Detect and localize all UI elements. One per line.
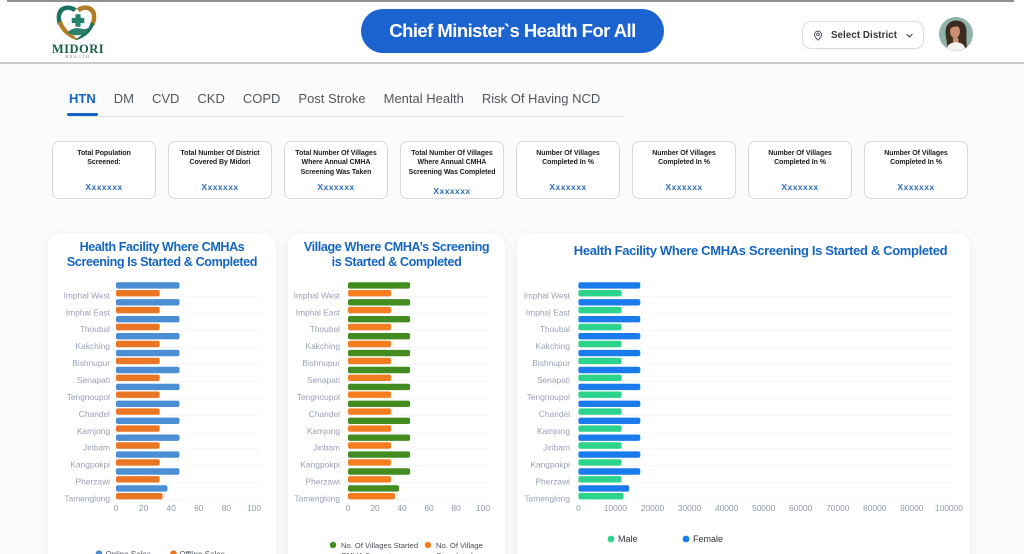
svg-text:Kakching: Kakching	[76, 341, 111, 351]
svg-text:CMHA Screening: CMHA Screening	[341, 551, 399, 554]
svg-text:Kangpokpi: Kangpokpi	[300, 460, 340, 470]
svg-text:70000: 70000	[826, 503, 850, 513]
svg-text:Imphal West: Imphal West	[524, 290, 571, 300]
svg-text:Completed: Completed	[436, 551, 473, 554]
svg-text:No. Of Villages Started: No. Of Villages Started	[341, 541, 418, 550]
svg-text:90000: 90000	[900, 503, 924, 513]
svg-text:10000: 10000	[604, 503, 628, 513]
svg-text:Kakching: Kakching	[536, 341, 571, 351]
svg-text:80: 80	[451, 503, 461, 513]
svg-text:100000: 100000	[935, 503, 963, 513]
svg-text:50000: 50000	[752, 503, 776, 513]
svg-text:Bishnupur: Bishnupur	[532, 358, 570, 368]
svg-text:Bishnupur: Bishnupur	[72, 358, 110, 368]
svg-text:Imphal East: Imphal East	[526, 307, 571, 317]
svg-text:Jiribam: Jiribam	[543, 443, 570, 453]
svg-text:0: 0	[576, 503, 581, 513]
svg-text:Kakching: Kakching	[306, 341, 341, 351]
svg-text:Tamenglong: Tamenglong	[524, 493, 570, 503]
svg-text:Pherzawi: Pherzawi	[536, 477, 571, 487]
svg-text:20000: 20000	[641, 503, 665, 513]
svg-text:Thoubal: Thoubal	[540, 324, 570, 334]
svg-text:Senapati: Senapati	[537, 375, 570, 385]
svg-text:Kamjong: Kamjong	[77, 426, 110, 436]
svg-text:Imphal West: Imphal West	[294, 290, 341, 300]
svg-text:30000: 30000	[678, 503, 702, 513]
svg-text:Tengnoupol: Tengnoupol	[527, 392, 570, 402]
svg-text:0: 0	[346, 503, 351, 513]
svg-text:Imphal West: Imphal West	[64, 290, 111, 300]
svg-text:Bishnupur: Bishnupur	[302, 358, 340, 368]
svg-text:Tamenglong: Tamenglong	[64, 493, 110, 503]
svg-text:Thoubal: Thoubal	[310, 324, 340, 334]
svg-text:Pherzawi: Pherzawi	[306, 477, 341, 487]
svg-text:Thoubal: Thoubal	[80, 324, 110, 334]
svg-text:Male: Male	[618, 534, 638, 544]
svg-text:Senapati: Senapati	[77, 375, 110, 385]
svg-text:80: 80	[222, 503, 232, 513]
svg-text:Pherzawi: Pherzawi	[76, 477, 111, 487]
svg-text:Imphal East: Imphal East	[66, 307, 111, 317]
svg-text:Imphal East: Imphal East	[296, 307, 341, 317]
svg-text:20: 20	[370, 503, 380, 513]
svg-text:40: 40	[397, 503, 407, 513]
svg-text:Senapati: Senapati	[307, 375, 340, 385]
svg-text:Kamjong: Kamjong	[307, 426, 340, 436]
svg-text:Tengnoupol: Tengnoupol	[297, 392, 340, 402]
svg-text:40: 40	[167, 503, 177, 513]
svg-text:Offline Sales: Offline Sales	[180, 550, 225, 554]
svg-text:100: 100	[476, 503, 490, 513]
svg-text:Kangpokpi: Kangpokpi	[530, 460, 570, 470]
svg-text:No. Of Village: No. Of Village	[436, 541, 483, 550]
svg-text:80000: 80000	[863, 503, 887, 513]
svg-text:Jiribam: Jiribam	[83, 443, 110, 453]
svg-text:40000: 40000	[715, 503, 739, 513]
svg-text:Kamjong: Kamjong	[537, 426, 570, 436]
svg-text:60: 60	[424, 503, 434, 513]
svg-text:Female: Female	[693, 534, 723, 544]
svg-text:Online Sales: Online Sales	[106, 550, 151, 554]
svg-text:20: 20	[139, 503, 149, 513]
svg-text:Tengnoupol: Tengnoupol	[67, 392, 110, 402]
svg-text:100: 100	[247, 503, 261, 513]
svg-text:60: 60	[194, 503, 204, 513]
svg-text:Kangpokpi: Kangpokpi	[70, 460, 110, 470]
svg-text:Jiribam: Jiribam	[313, 443, 340, 453]
svg-text:Chandel: Chandel	[309, 409, 340, 419]
svg-text:Chandel: Chandel	[79, 409, 110, 419]
svg-text:Tamenglong: Tamenglong	[294, 493, 340, 503]
svg-text:Chandel: Chandel	[539, 409, 570, 419]
svg-text:60000: 60000	[789, 503, 813, 513]
svg-text:0: 0	[114, 503, 119, 513]
